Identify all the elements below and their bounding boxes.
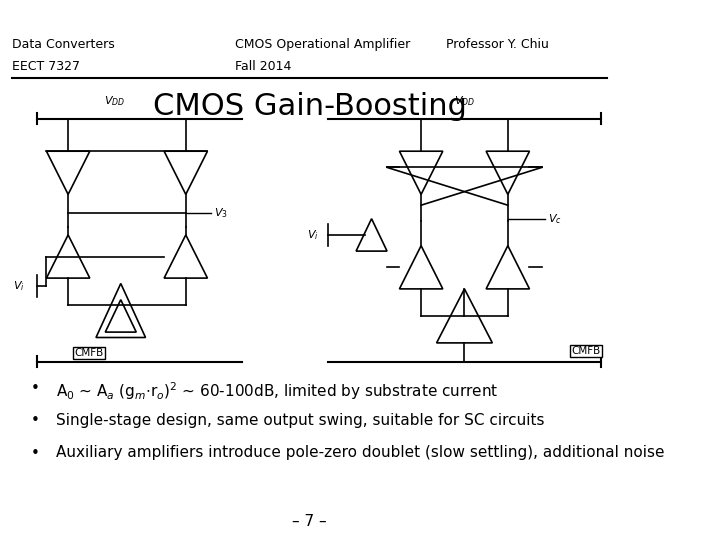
Text: V$_c$: V$_c$ [548,212,562,226]
Text: V$_{DD}$: V$_{DD}$ [454,94,475,108]
Text: CMOS Operational Amplifier: CMOS Operational Amplifier [235,38,410,51]
Text: Professor Y. Chiu: Professor Y. Chiu [446,38,549,51]
Text: Single-stage design, same output swing, suitable for SC circuits: Single-stage design, same output swing, … [55,413,544,428]
Text: •: • [31,413,40,428]
Text: CMFB: CMFB [74,348,104,359]
Text: V$_i$: V$_i$ [13,279,24,293]
Text: Auxiliary amplifiers introduce pole-zero doublet (slow settling), additional noi: Auxiliary amplifiers introduce pole-zero… [55,446,665,461]
Text: •: • [31,381,40,396]
Text: Data Converters: Data Converters [12,38,115,51]
Text: Fall 2014: Fall 2014 [235,60,292,73]
Text: V$_3$: V$_3$ [214,206,228,220]
Text: A$_0$ ~ A$_a$ (g$_m$$\cdot$r$_o$)$^2$ ~ 60-100dB, limited by substrate current: A$_0$ ~ A$_a$ (g$_m$$\cdot$r$_o$)$^2$ ~ … [55,381,498,402]
Text: V$_i$: V$_i$ [307,228,319,242]
Text: V$_{DD}$: V$_{DD}$ [104,94,125,108]
Text: CMOS Gain-Boosting: CMOS Gain-Boosting [153,92,467,121]
Text: – 7 –: – 7 – [292,514,327,529]
Text: •: • [31,446,40,461]
Text: EECT 7327: EECT 7327 [12,60,81,73]
Text: CMFB: CMFB [572,346,600,356]
